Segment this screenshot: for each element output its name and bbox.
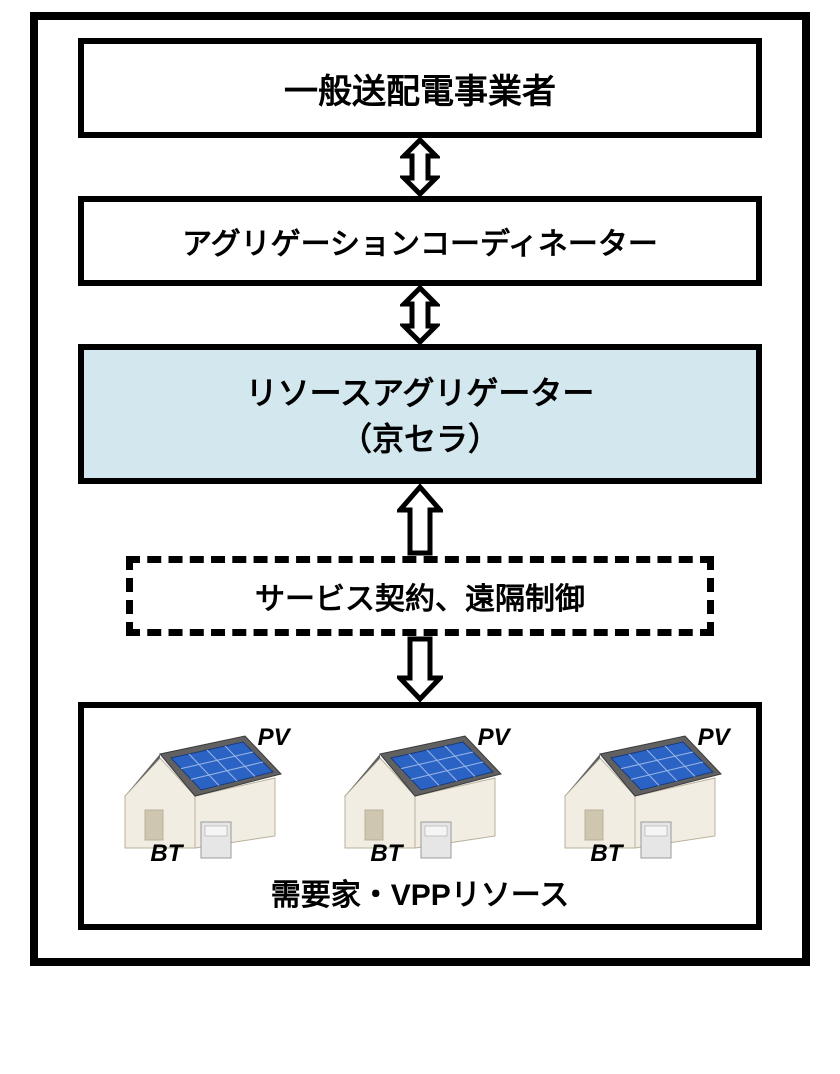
- up-arrow-icon: [397, 484, 443, 556]
- box3-line2: （京セラ）: [340, 414, 500, 460]
- box-service-contract: サービス契約、遠隔制御: [126, 556, 714, 636]
- arrow-3: [397, 484, 443, 556]
- house-unit: PV BT: [94, 718, 305, 868]
- bt-label: BT: [590, 840, 622, 868]
- pv-label: PV: [478, 724, 510, 752]
- bt-label: BT: [370, 840, 402, 868]
- box-aggregation-coordinator: アグリゲーションコーディネーター: [78, 196, 762, 286]
- arrow-2: [400, 286, 440, 344]
- box3-line1: リソースアグリゲーター: [246, 368, 595, 414]
- box-resource-aggregator: リソースアグリゲーター （京セラ）: [78, 344, 762, 484]
- pv-label: PV: [258, 724, 290, 752]
- double-arrow-icon: [400, 138, 440, 196]
- arrow-1: [400, 138, 440, 196]
- box5-label: 需要家・VPPリソース: [271, 868, 570, 924]
- box4-text: サービス契約、遠隔制御: [255, 574, 585, 618]
- houses-row: PV BT PV BT PV BT: [84, 708, 756, 868]
- box-consumers-vpp: PV BT PV BT PV BT 需要家・VPPリソース: [78, 702, 762, 930]
- box-transmission-operator: 一般送配電事業者: [78, 38, 762, 138]
- double-arrow-icon: [400, 286, 440, 344]
- box2-text: アグリゲーションコーディネーター: [182, 219, 658, 263]
- box1-text: 一般送配電事業者: [284, 64, 556, 113]
- bt-label: BT: [150, 840, 182, 868]
- down-arrow-icon: [397, 636, 443, 702]
- arrow-4: [397, 636, 443, 702]
- house-unit: PV BT: [314, 718, 525, 868]
- pv-label: PV: [698, 724, 730, 752]
- diagram-frame: 一般送配電事業者 アグリゲーションコーディネーター リソースアグリゲーター （京…: [30, 12, 810, 966]
- house-unit: PV BT: [534, 718, 745, 868]
